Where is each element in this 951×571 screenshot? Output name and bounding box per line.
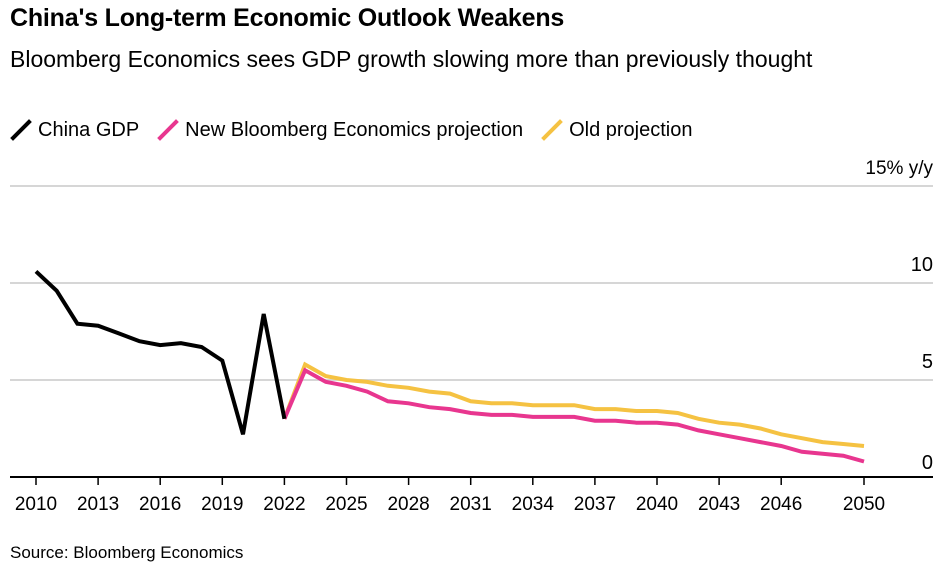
line-chart: 0 5 10 15% y/y 2010 2013 2016 2019 2022 2025 2028… [10, 158, 933, 515]
x-tick-label-2022: 2022 [263, 494, 305, 515]
x-tick-label-2028: 2028 [387, 494, 429, 515]
y-tick-label-15: 15% y/y [865, 158, 933, 179]
x-tick-label-2050: 2050 [843, 494, 885, 515]
legend-swatch-new-projection-icon [157, 119, 179, 141]
x-axis-labels: 2010 2013 2016 2019 2022 2025 2028 2031 2034 2037… [15, 494, 885, 515]
x-tick-label-2046: 2046 [760, 494, 802, 515]
series-line-old-projection [282, 361, 865, 448]
y-tick-label-10: 10 [911, 254, 933, 276]
x-tick-label-2043: 2043 [698, 494, 740, 515]
y-tick-label-5: 5 [922, 351, 933, 373]
series-line-new-projection [282, 367, 865, 464]
x-axis [10, 476, 933, 485]
legend-label-china-gdp: China GDP [38, 118, 140, 141]
series-line-china-gdp [34, 269, 287, 435]
x-tick-label-2010: 2010 [15, 494, 57, 515]
legend-label-old-projection: Old projection [569, 118, 693, 141]
x-tick-label-2016: 2016 [139, 494, 181, 515]
legend-label-new-projection: New Bloomberg Economics projection [185, 118, 524, 141]
x-tick-label-2025: 2025 [325, 494, 367, 515]
legend-item-new-projection: New Bloomberg Economics projection [157, 119, 523, 142]
series-lines [34, 269, 865, 464]
legend-item-old-projection: Old projection [541, 118, 693, 142]
legend-swatch-old-projection-icon [541, 119, 563, 141]
y-axis-labels: 0 5 10 15% y/y [865, 158, 933, 474]
x-tick-label-2034: 2034 [512, 494, 555, 515]
y-tick-label-0: 0 [922, 452, 933, 474]
legend-swatch-china-gdp-icon [10, 119, 32, 141]
x-tick-label-2040: 2040 [636, 494, 678, 515]
source-note: Source: Bloomberg Economics [10, 543, 244, 562]
x-tick-label-2031: 2031 [450, 494, 492, 515]
legend-item-china-gdp: China GDP [10, 119, 139, 142]
x-tick-label-2019: 2019 [201, 494, 243, 515]
x-tick-label-2013: 2013 [77, 494, 119, 515]
x-tick-label-2037: 2037 [574, 494, 616, 515]
chart-title: China's Long-term Economic Outlook Weake… [10, 4, 565, 32]
legend: China GDP New Bloomberg Economics projec… [10, 116, 711, 144]
chart-subtitle: Bloomberg Economics sees GDP growth slow… [10, 46, 813, 72]
gridlines [10, 185, 933, 381]
